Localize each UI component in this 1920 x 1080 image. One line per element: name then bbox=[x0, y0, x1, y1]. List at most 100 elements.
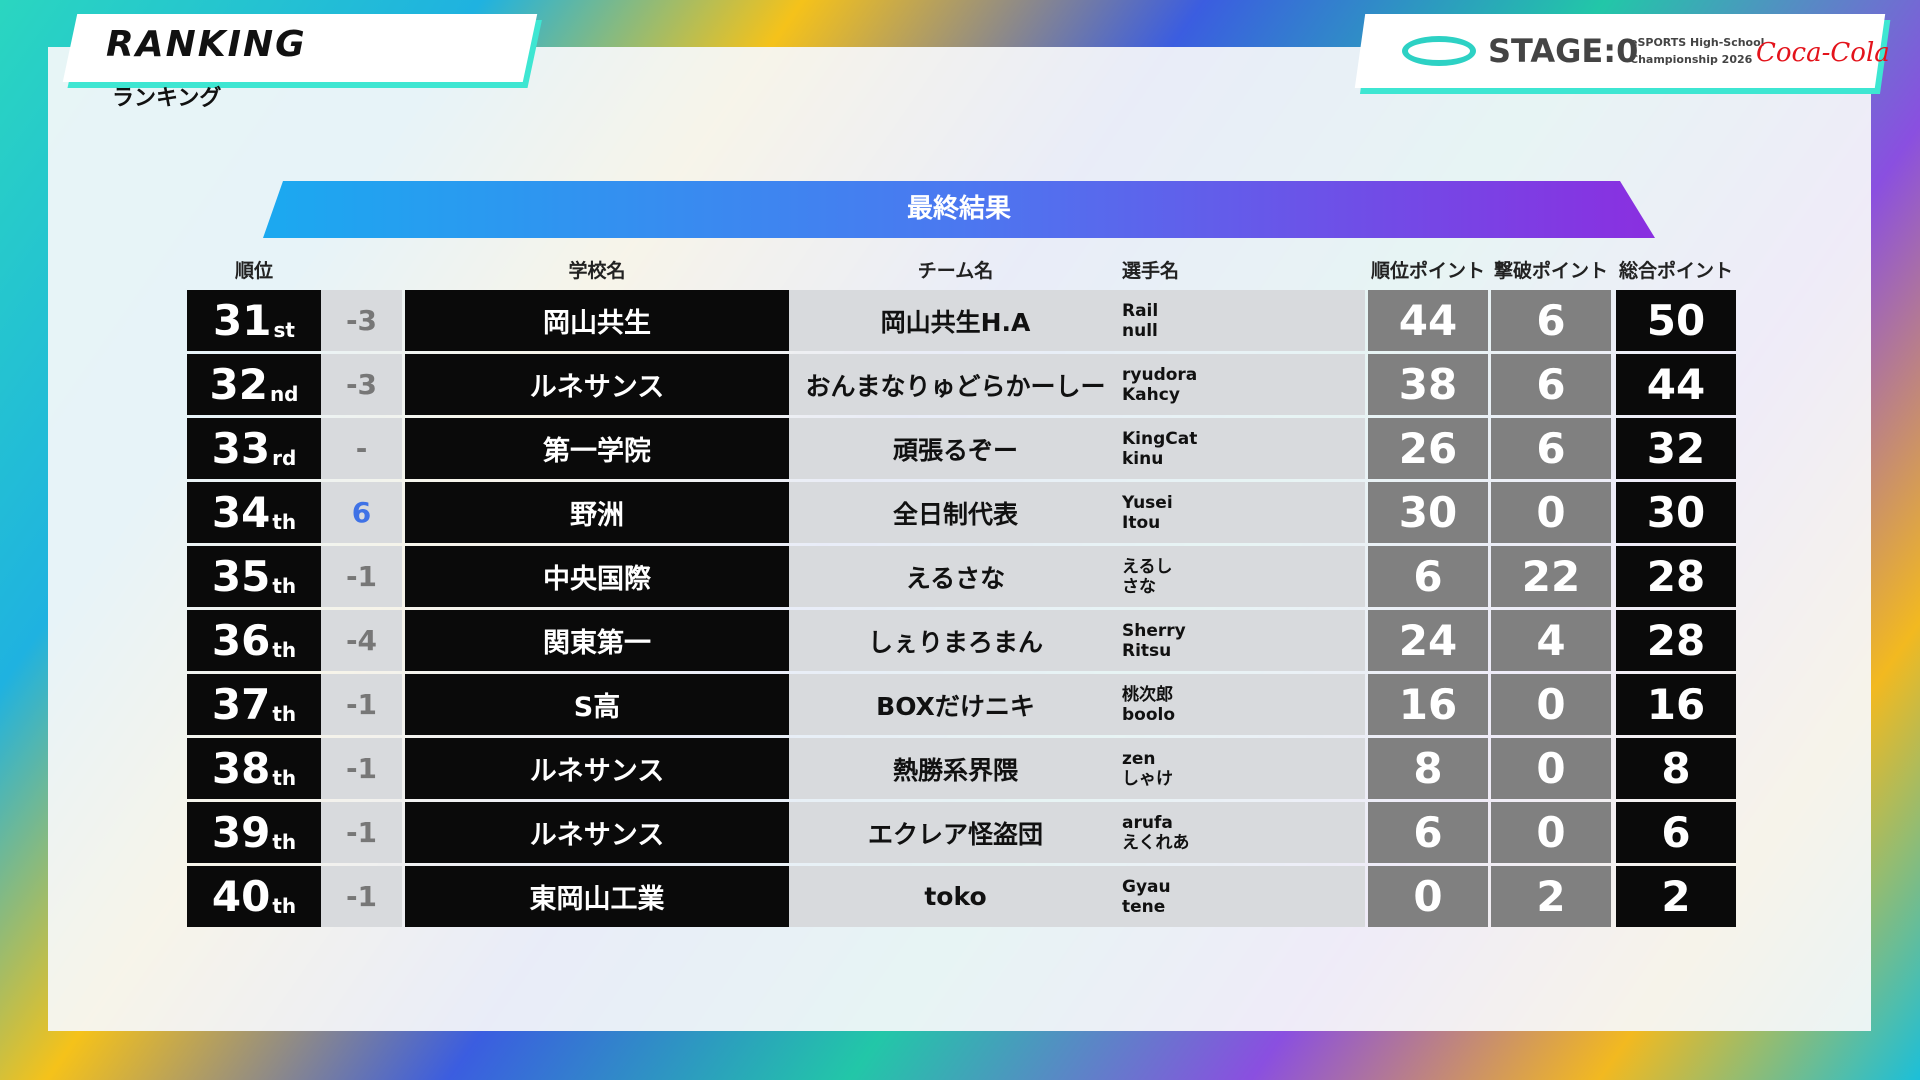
rank: 37 bbox=[211, 680, 271, 729]
rank-suffix: th bbox=[272, 509, 297, 534]
kill-points: 0 bbox=[1491, 482, 1611, 543]
school: 第一学院 bbox=[405, 418, 789, 479]
rank: 33 bbox=[211, 424, 271, 473]
player: さな bbox=[1122, 576, 1156, 597]
player: Ritsu bbox=[1122, 640, 1172, 661]
rank-suffix: th bbox=[272, 765, 297, 790]
rank: 40 bbox=[211, 872, 271, 921]
player: えるし bbox=[1122, 556, 1173, 577]
player: Gyau bbox=[1122, 876, 1171, 897]
column-header: 順位 bbox=[234, 260, 273, 282]
column-header: 撃破ポイント bbox=[1493, 260, 1608, 282]
team: 全日制代表 bbox=[789, 482, 1122, 543]
rank-change: -1 bbox=[321, 802, 402, 863]
team: しぇりまろまん bbox=[789, 610, 1122, 671]
player: boolo bbox=[1122, 704, 1176, 725]
rank-change: -1 bbox=[321, 866, 402, 927]
rank-suffix: th bbox=[272, 637, 297, 662]
team: おんまなりゅどらかーしー bbox=[789, 354, 1122, 415]
logo-line: eSPORTS High-School bbox=[1630, 36, 1765, 49]
rank-points: 38 bbox=[1368, 354, 1488, 415]
rank-suffix: nd bbox=[269, 381, 299, 406]
table-title: 最終結果 bbox=[906, 194, 1011, 224]
players: ryudora Kahcy bbox=[1122, 354, 1365, 415]
school: 野洲 bbox=[405, 482, 789, 543]
player: kinu bbox=[1122, 448, 1164, 469]
rank-points: 6 bbox=[1368, 802, 1488, 863]
player: しゃけ bbox=[1122, 768, 1173, 789]
rank-suffix: th bbox=[272, 829, 297, 854]
total-points: 50 bbox=[1616, 290, 1736, 351]
total-points: 2 bbox=[1616, 866, 1736, 927]
total-points: 32 bbox=[1616, 418, 1736, 479]
rank-points: 16 bbox=[1368, 674, 1488, 735]
rank-points: 6 bbox=[1368, 546, 1488, 607]
players: えるし さな bbox=[1122, 546, 1365, 607]
logo-icon bbox=[1402, 36, 1476, 66]
team: えるさな bbox=[789, 546, 1122, 607]
team: エクレア怪盗団 bbox=[789, 802, 1122, 863]
total-points: 6 bbox=[1616, 802, 1736, 863]
sponsor: Coca-Cola bbox=[1756, 38, 1890, 68]
rank: 36 bbox=[211, 616, 271, 665]
total-points: 28 bbox=[1616, 546, 1736, 607]
column-header: 選手名 bbox=[1122, 260, 1180, 282]
rank-points: 24 bbox=[1368, 610, 1488, 671]
total-points: 28 bbox=[1616, 610, 1736, 671]
rank-change: -1 bbox=[321, 738, 402, 799]
player: Yusei bbox=[1122, 492, 1173, 513]
total-points: 16 bbox=[1616, 674, 1736, 735]
kill-points: 0 bbox=[1491, 738, 1611, 799]
rank-change: -1 bbox=[321, 674, 402, 735]
player: KingCat bbox=[1122, 428, 1198, 449]
team: 熱勝系界隈 bbox=[789, 738, 1122, 799]
rank-suffix: th bbox=[272, 893, 297, 918]
kill-points: 0 bbox=[1491, 802, 1611, 863]
player: null bbox=[1122, 320, 1158, 341]
player: えくれあ bbox=[1122, 832, 1190, 853]
rank: 35 bbox=[211, 552, 271, 601]
column-header: 順位ポイント bbox=[1370, 260, 1485, 282]
rank: 31 bbox=[213, 296, 272, 345]
rank: 32 bbox=[209, 360, 268, 409]
school: 関東第一 bbox=[405, 610, 789, 671]
rank-points: 26 bbox=[1368, 418, 1488, 479]
column-header: 学校名 bbox=[568, 260, 626, 282]
team: 頑張るぞー bbox=[789, 418, 1122, 479]
rank-suffix: st bbox=[273, 317, 295, 342]
kill-points: 22 bbox=[1491, 546, 1611, 607]
player: arufa bbox=[1122, 812, 1173, 833]
rank-change: -4 bbox=[321, 610, 402, 671]
total-points: 44 bbox=[1616, 354, 1736, 415]
rank-points: 30 bbox=[1368, 482, 1488, 543]
table-banner bbox=[263, 181, 1655, 238]
players: arufa えくれあ bbox=[1122, 802, 1365, 863]
player: ryudora bbox=[1122, 364, 1198, 385]
kill-points: 6 bbox=[1491, 418, 1611, 479]
rank: 38 bbox=[211, 744, 271, 793]
rank-points: 0 bbox=[1368, 866, 1488, 927]
players: Yusei Itou bbox=[1122, 482, 1365, 543]
player: Kahcy bbox=[1122, 384, 1180, 405]
players: Sherry Ritsu bbox=[1122, 610, 1365, 671]
player: Rail bbox=[1122, 300, 1159, 321]
player: Sherry bbox=[1122, 620, 1186, 641]
players: Rail null bbox=[1122, 290, 1365, 351]
rank-points: 44 bbox=[1368, 290, 1488, 351]
team: BOXだけニキ bbox=[789, 674, 1122, 735]
header-title: RANKING bbox=[106, 24, 307, 65]
rank-suffix: th bbox=[272, 573, 297, 598]
team: toko bbox=[789, 866, 1122, 927]
kill-points: 0 bbox=[1491, 674, 1611, 735]
school: 東岡山工業 bbox=[405, 866, 789, 927]
school: 岡山共生 bbox=[405, 290, 789, 351]
rank: 34 bbox=[211, 488, 271, 537]
